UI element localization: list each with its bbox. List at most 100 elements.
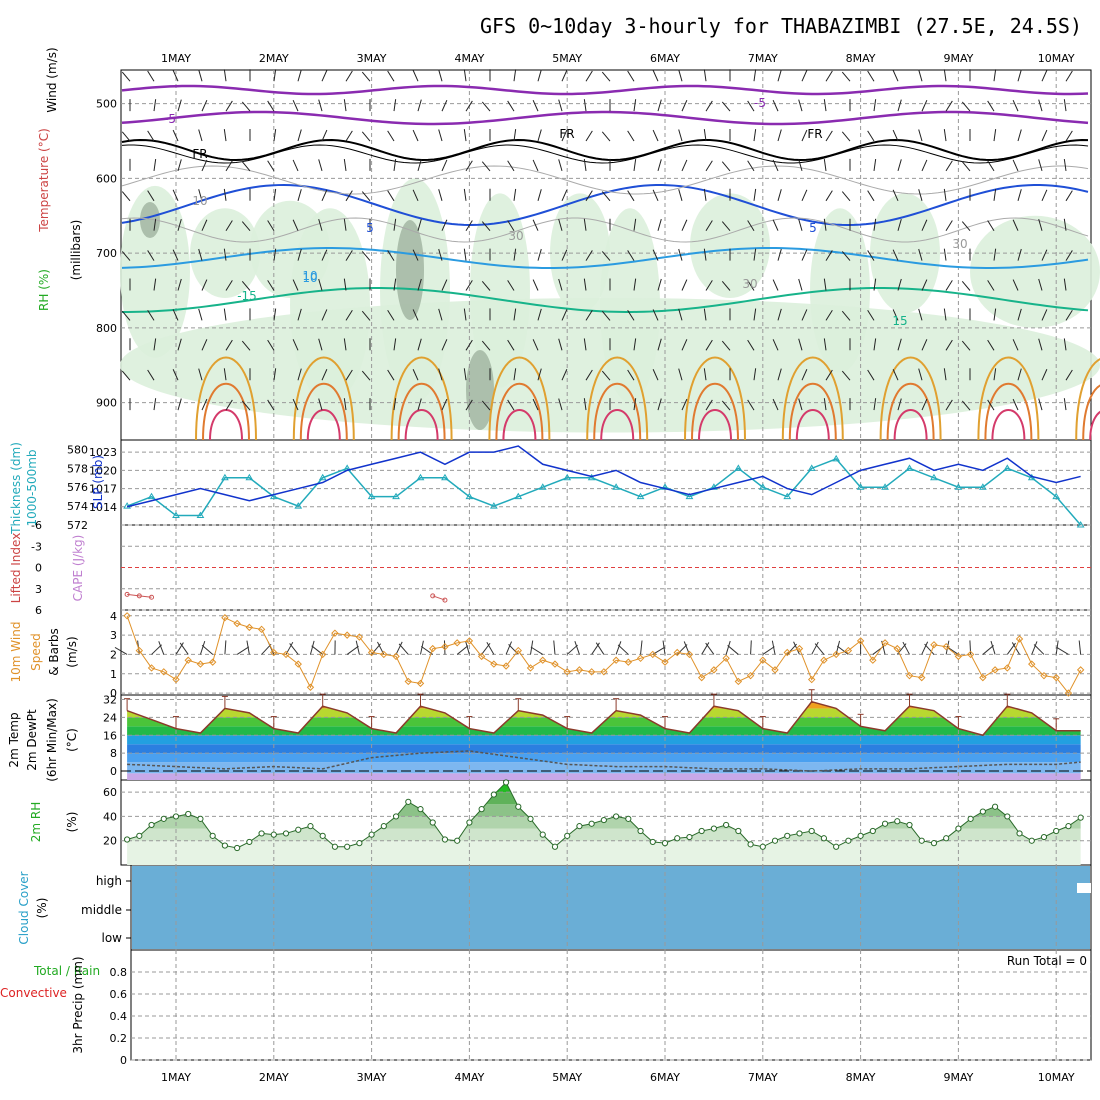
wind-speed-point xyxy=(905,671,914,680)
wind-barb xyxy=(798,159,803,172)
wind-barb xyxy=(921,279,928,291)
wind-barb xyxy=(753,308,757,321)
wind-barb xyxy=(777,189,782,201)
wind-barb-10m xyxy=(1031,641,1038,655)
precip-tick-label: 0 xyxy=(120,1054,127,1067)
wind-barb xyxy=(172,309,179,321)
wind-barb xyxy=(393,99,397,112)
wind-barb-10m xyxy=(395,641,403,655)
wind-barb xyxy=(1041,189,1048,202)
wind-barb xyxy=(241,221,251,232)
contour-label: 10 xyxy=(192,194,207,208)
wind-barb xyxy=(223,69,227,82)
wind-barb xyxy=(412,70,419,82)
wind-barb xyxy=(198,248,203,261)
wind-barb xyxy=(823,398,827,411)
wind-barb xyxy=(1065,309,1073,321)
thickness-point xyxy=(978,483,987,490)
wind-barb xyxy=(892,369,899,381)
wind-barb xyxy=(393,338,397,351)
wind-barb xyxy=(943,368,947,381)
wind-barb-10m xyxy=(236,646,250,655)
wind-barb xyxy=(417,219,422,231)
wind-speed-point xyxy=(942,642,950,651)
wind-barb xyxy=(343,398,347,411)
wind-barb xyxy=(393,218,397,231)
thickness-tick-label: 574 xyxy=(67,500,88,513)
wind-speed-point xyxy=(979,673,987,682)
rh-point xyxy=(136,832,143,839)
wind-barb xyxy=(918,129,923,142)
wind-speed-point xyxy=(294,660,302,668)
rh-point xyxy=(955,825,962,832)
wind-speed-point xyxy=(636,654,645,663)
thickness-point xyxy=(123,502,131,509)
wind-barb xyxy=(318,99,323,112)
lifted-ylabel: CAPE (J/kg) xyxy=(71,535,85,602)
warm-contour xyxy=(977,356,1040,441)
wind-speed-point xyxy=(966,650,975,659)
wind-barb xyxy=(465,160,473,172)
rh-point xyxy=(710,825,718,832)
rh-point xyxy=(1040,833,1048,841)
wind-speed-point xyxy=(795,644,804,653)
wind-barb xyxy=(153,218,157,231)
contour-label: FR xyxy=(807,127,822,141)
wind-barb xyxy=(1012,99,1019,112)
temp-contour-minus5 xyxy=(121,110,1089,126)
wind-barb xyxy=(1017,248,1022,261)
wind-barb xyxy=(1012,219,1019,231)
wind-barb-10m xyxy=(486,642,495,655)
upper-air-contours xyxy=(121,69,1100,441)
wind-barb xyxy=(961,221,971,232)
rh-point xyxy=(808,827,815,835)
rh-shade-dark xyxy=(466,350,494,430)
wind-barb xyxy=(318,219,323,231)
x-tick-label-bottom: 3MAY xyxy=(357,1071,387,1084)
wind-speed-point xyxy=(1003,664,1012,672)
wind-barb xyxy=(441,279,448,291)
wind-barb xyxy=(652,309,659,321)
rh-point xyxy=(881,820,889,827)
rh-point xyxy=(771,837,779,844)
wind-barb xyxy=(1012,339,1019,351)
wind-barb xyxy=(223,368,227,381)
wind-barb xyxy=(507,399,515,411)
wind-speed-point xyxy=(257,625,266,634)
rh-shade-dark xyxy=(140,202,160,238)
wind-barb xyxy=(823,218,827,231)
wind-barb xyxy=(172,129,179,142)
wind-barb xyxy=(343,218,347,231)
wind-barb xyxy=(297,248,302,261)
wind-barb xyxy=(507,100,515,112)
rh-point xyxy=(454,837,461,844)
rh-point xyxy=(759,843,766,850)
wind-barb xyxy=(147,369,155,381)
wind-speed-point xyxy=(465,637,474,645)
lifted-index-point xyxy=(149,594,155,600)
wind-barb xyxy=(507,280,515,291)
wind-barb xyxy=(961,280,971,291)
wind-barb xyxy=(297,69,302,82)
wind-barb xyxy=(267,220,275,231)
pressure-tick-label: 500 xyxy=(96,98,117,111)
slp-line xyxy=(126,445,1081,508)
wind-barb xyxy=(1038,219,1043,231)
wind-barb xyxy=(678,308,683,321)
wind-barb xyxy=(441,398,448,411)
wind-barb xyxy=(198,69,203,82)
warm-contour xyxy=(795,409,830,441)
cloud-fill xyxy=(132,866,1090,949)
wind-barb xyxy=(747,220,755,231)
rh-point xyxy=(295,826,302,833)
wind-barb xyxy=(987,399,995,411)
wind-barb xyxy=(463,129,467,142)
temp-band xyxy=(127,762,1081,774)
wind-barb xyxy=(438,248,443,261)
wind-barb xyxy=(297,189,302,201)
wind-barb xyxy=(361,191,371,202)
wind-speed-point xyxy=(429,644,437,653)
warm-contour xyxy=(502,409,537,441)
wind-barb xyxy=(1017,189,1022,201)
wind-barb xyxy=(1063,278,1067,291)
